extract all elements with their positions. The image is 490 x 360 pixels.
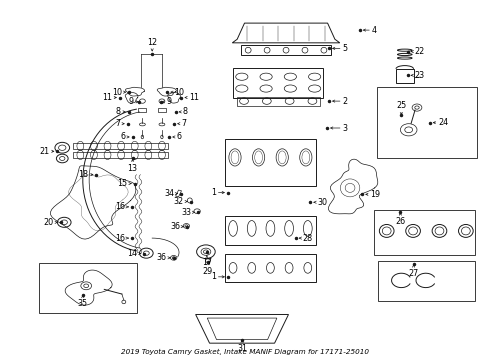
Bar (73, 143, 168, 149)
Text: 18: 18 (78, 170, 89, 179)
Text: 12: 12 (147, 38, 157, 47)
Text: 11: 11 (189, 93, 199, 102)
Text: 34: 34 (164, 189, 174, 198)
Text: 27: 27 (409, 269, 418, 278)
Text: 8: 8 (116, 107, 121, 116)
Text: 9: 9 (167, 97, 172, 106)
Text: 15: 15 (118, 179, 128, 188)
Text: 4: 4 (372, 26, 377, 35)
Bar (73, 152, 168, 158)
Bar (377, 87, 477, 158)
Text: 28: 28 (303, 234, 313, 243)
Text: 14: 14 (127, 249, 138, 258)
Text: 1: 1 (211, 272, 216, 281)
Text: 10: 10 (112, 87, 122, 96)
Text: 25: 25 (396, 101, 407, 110)
Text: 23: 23 (415, 71, 425, 80)
Text: 36: 36 (170, 222, 180, 231)
Text: 24: 24 (438, 118, 448, 127)
Text: 6: 6 (120, 132, 125, 141)
Text: 16: 16 (115, 202, 125, 211)
Bar (139, 108, 147, 112)
Bar (225, 139, 316, 186)
Text: 3: 3 (343, 123, 348, 132)
Bar (39, 263, 137, 314)
Text: 6: 6 (176, 132, 182, 141)
Text: 22: 22 (415, 47, 425, 56)
Text: 7: 7 (115, 119, 121, 128)
Text: 8: 8 (183, 107, 188, 116)
Text: 13: 13 (127, 164, 138, 173)
Text: 31: 31 (237, 344, 247, 353)
Bar (396, 69, 414, 83)
Text: 32: 32 (174, 197, 184, 206)
Text: 20: 20 (43, 218, 53, 227)
Text: 16: 16 (115, 234, 125, 243)
Text: 30: 30 (318, 198, 327, 207)
Text: 9: 9 (128, 97, 134, 106)
Text: 10: 10 (174, 87, 185, 96)
Text: 17: 17 (202, 258, 212, 267)
Text: 33: 33 (181, 208, 191, 217)
Text: 21: 21 (39, 147, 49, 156)
Text: 1: 1 (211, 188, 216, 197)
Text: 36: 36 (157, 253, 167, 262)
Bar (158, 108, 166, 112)
Bar (373, 211, 475, 255)
Bar (237, 96, 320, 105)
Text: 7: 7 (181, 119, 187, 128)
Bar (241, 45, 331, 55)
Text: 2: 2 (343, 96, 348, 105)
Text: 29: 29 (203, 267, 213, 276)
Bar (225, 216, 316, 244)
Text: 19: 19 (370, 190, 380, 199)
Bar (225, 253, 316, 282)
Text: 2019 Toyota Camry Gasket, Intake MANIF Diagram for 17171-25010: 2019 Toyota Camry Gasket, Intake MANIF D… (121, 349, 369, 355)
Text: 26: 26 (395, 217, 405, 226)
Bar (378, 261, 475, 301)
Text: 11: 11 (102, 93, 112, 102)
Text: 5: 5 (343, 44, 348, 53)
Text: 35: 35 (78, 299, 88, 308)
Bar (233, 68, 323, 98)
